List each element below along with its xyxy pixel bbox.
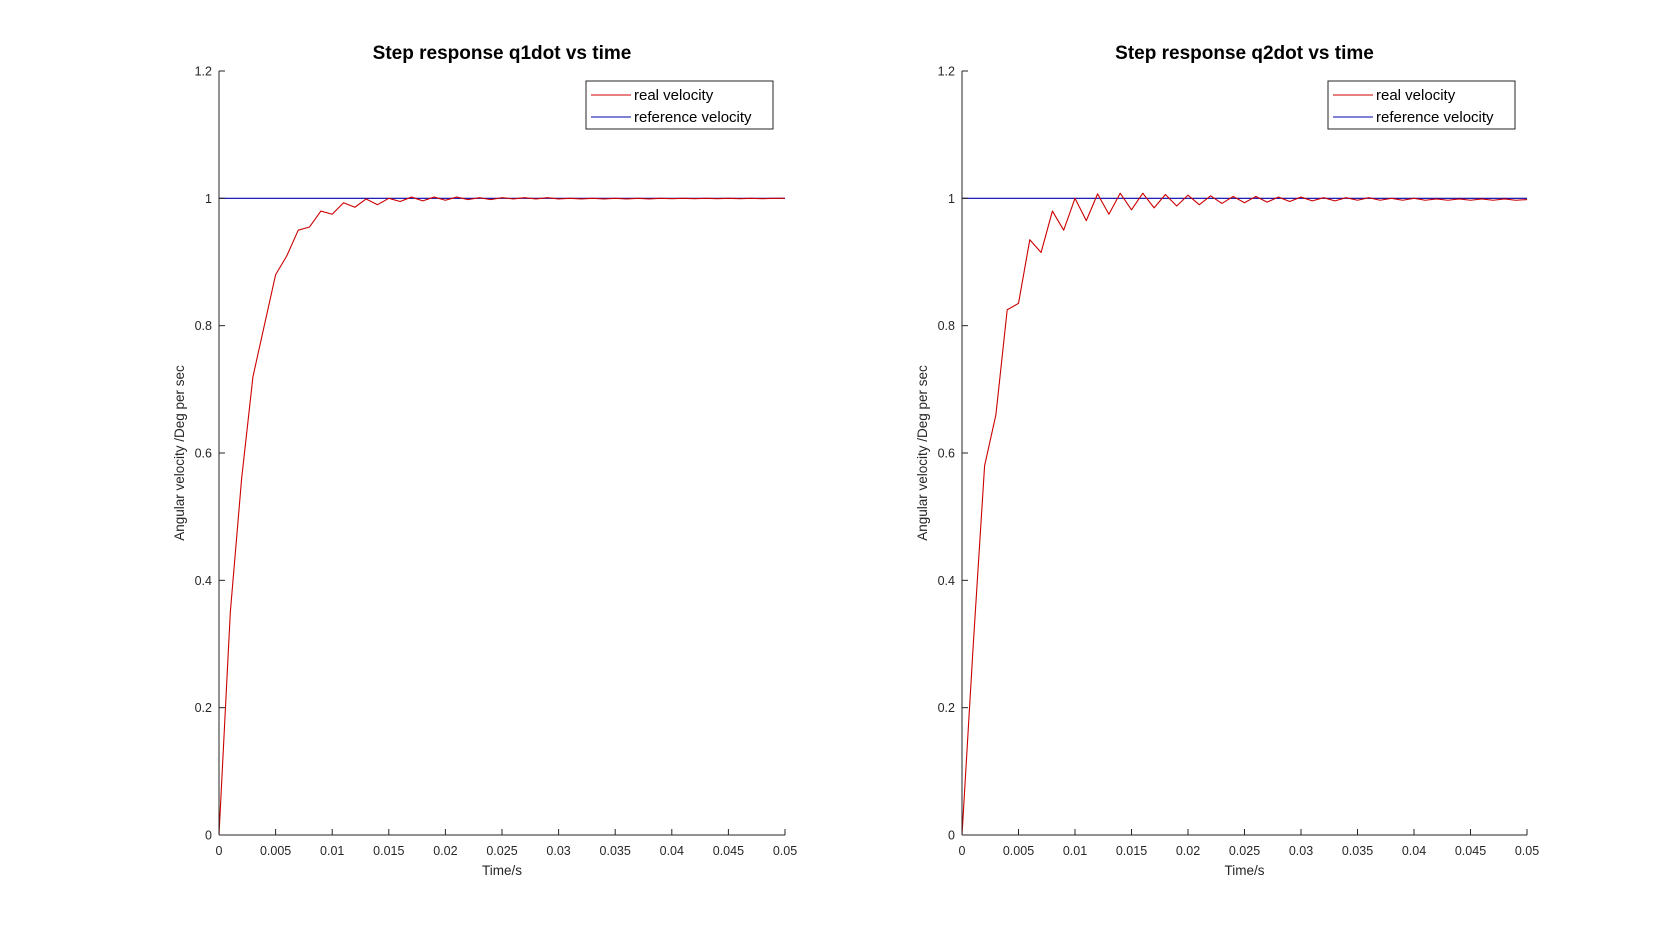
legend-entry-reference: reference velocity: [634, 109, 752, 126]
legend-entry-real: real velocity: [1376, 87, 1456, 104]
y-tick-label: 1: [205, 192, 212, 206]
series-line-real: [218, 196, 785, 836]
chart-title: Step response q2dot vs time: [1115, 43, 1374, 64]
y-tick-label: 1: [948, 192, 955, 206]
subplot-1: 0 0.005 0.01 0.015 0.02 0.025 0.03 0.035 0.04 0.0…: [172, 43, 797, 878]
x-tick-label: 0.03: [1289, 844, 1313, 858]
y-tick-label: 0: [948, 829, 955, 843]
y-tick-label: 1.2: [938, 65, 955, 79]
series-group: [961, 192, 1528, 836]
x-axis-label: Time/s: [482, 863, 522, 878]
x-tick-label: 0.035: [1342, 844, 1373, 858]
y-tick-label: 0.2: [938, 701, 955, 715]
y-tick-label: 0.8: [195, 319, 212, 333]
y-tick-label: 1.2: [195, 65, 212, 79]
x-tick-label: 0.05: [773, 844, 797, 858]
axes: 0 0.005 0.01 0.015 0.02 0.025 0.03 0.035 0.04 0.0…: [195, 65, 798, 859]
x-tick-label: 0.025: [486, 844, 517, 858]
x-tick-label: 0.04: [660, 844, 684, 858]
y-tick-label: 0.2: [195, 701, 212, 715]
y-axis-label: Angular velocity /Deg per sec: [915, 365, 930, 541]
y-axis-label: Angular velocity /Deg per sec: [172, 365, 187, 541]
legend-entry-reference: reference velocity: [1376, 109, 1494, 126]
x-tick-label: 0: [959, 844, 966, 858]
y-tick-label: 0.6: [938, 447, 955, 461]
legend-entry-real: real velocity: [634, 87, 714, 104]
legend-box: [1327, 80, 1516, 130]
legend: real velocity reference velocity: [585, 80, 774, 130]
subplot-2: 0 0.005 0.01 0.015 0.02 0.025 0.03 0.035 0.04 0.0…: [915, 43, 1539, 878]
y-tick-label: 0: [205, 829, 212, 843]
x-tick-label: 0.01: [320, 844, 344, 858]
x-tick-label: 0.035: [600, 844, 631, 858]
y-tick-label: 0.6: [195, 447, 212, 461]
legend: real velocity reference velocity: [1327, 80, 1516, 130]
y-tick-label: 0.4: [938, 574, 955, 588]
x-tick-label: 0.025: [1229, 844, 1260, 858]
x-tick-label: 0: [216, 844, 223, 858]
x-tick-label: 0.02: [1176, 844, 1200, 858]
x-tick-label: 0.05: [1515, 844, 1539, 858]
x-tick-label: 0.015: [373, 844, 404, 858]
x-tick-label: 0.03: [546, 844, 570, 858]
y-tick-label: 0.8: [938, 319, 955, 333]
x-tick-label: 0.005: [1003, 844, 1034, 858]
legend-box: [585, 80, 774, 130]
x-tick-label: 0.045: [713, 844, 744, 858]
x-tick-label: 0.015: [1116, 844, 1147, 858]
y-tick-label: 0.4: [195, 574, 212, 588]
axes: 0 0.005 0.01 0.015 0.02 0.025 0.03 0.035 0.04 0.0…: [938, 65, 1540, 859]
x-tick-label: 0.02: [433, 844, 457, 858]
series-group: [218, 196, 785, 836]
x-tick-label: 0.045: [1455, 844, 1486, 858]
x-tick-label: 0.01: [1063, 844, 1087, 858]
chart-title: Step response q1dot vs time: [373, 43, 632, 64]
x-axis-label: Time/s: [1225, 863, 1265, 878]
x-tick-label: 0.005: [260, 844, 291, 858]
x-tick-label: 0.04: [1402, 844, 1426, 858]
series-line-real: [961, 192, 1528, 836]
